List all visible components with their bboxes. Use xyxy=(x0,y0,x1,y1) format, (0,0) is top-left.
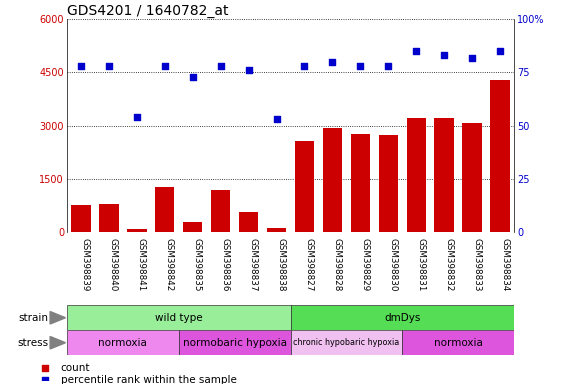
Bar xyxy=(403,330,514,355)
Text: GSM398842: GSM398842 xyxy=(164,238,174,291)
Bar xyxy=(350,134,370,232)
Bar xyxy=(211,190,231,232)
Bar xyxy=(267,228,286,232)
Bar xyxy=(67,330,179,355)
Bar xyxy=(322,127,342,232)
Point xyxy=(132,114,141,120)
Text: GSM398839: GSM398839 xyxy=(81,238,90,291)
Point xyxy=(356,63,365,69)
Bar xyxy=(290,305,514,330)
Text: normoxia: normoxia xyxy=(434,338,483,348)
Bar xyxy=(127,229,146,232)
Bar xyxy=(183,222,202,232)
Text: GSM398832: GSM398832 xyxy=(444,238,453,291)
Text: GSM398836: GSM398836 xyxy=(221,238,229,291)
Point xyxy=(244,67,253,73)
Bar xyxy=(71,205,91,232)
Text: GSM398831: GSM398831 xyxy=(417,238,425,291)
Bar xyxy=(99,204,119,232)
Text: GSM398827: GSM398827 xyxy=(304,238,314,291)
Bar xyxy=(435,118,454,232)
Bar xyxy=(379,135,398,232)
Text: GSM398841: GSM398841 xyxy=(137,238,146,291)
Polygon shape xyxy=(50,311,66,324)
Bar xyxy=(490,80,510,232)
Point xyxy=(383,63,393,69)
Text: normoxia: normoxia xyxy=(98,338,147,348)
Text: normobaric hypoxia: normobaric hypoxia xyxy=(182,338,286,348)
Point xyxy=(496,48,505,54)
Text: GSM398838: GSM398838 xyxy=(277,238,285,291)
Text: GSM398830: GSM398830 xyxy=(388,238,397,291)
Point xyxy=(440,52,449,58)
Text: GSM398833: GSM398833 xyxy=(472,238,481,291)
Point xyxy=(300,63,309,69)
Point xyxy=(412,48,421,54)
Bar xyxy=(239,212,259,232)
Point xyxy=(160,63,169,69)
Bar xyxy=(462,123,482,232)
Text: strain: strain xyxy=(18,313,48,323)
Point xyxy=(328,59,337,65)
Point xyxy=(480,365,490,371)
Bar xyxy=(179,330,290,355)
Point xyxy=(216,63,225,69)
Text: wild type: wild type xyxy=(155,313,202,323)
Text: GSM398829: GSM398829 xyxy=(360,238,370,291)
Text: GSM398834: GSM398834 xyxy=(500,238,509,291)
Text: chronic hypobaric hypoxia: chronic hypobaric hypoxia xyxy=(293,338,400,347)
Text: count: count xyxy=(60,362,90,373)
Text: GSM398835: GSM398835 xyxy=(193,238,202,291)
Point xyxy=(76,63,85,69)
Point xyxy=(468,55,477,61)
Text: GSM398837: GSM398837 xyxy=(249,238,257,291)
Bar xyxy=(407,118,426,232)
Point xyxy=(272,116,281,122)
Text: GSM398840: GSM398840 xyxy=(109,238,118,291)
Text: GDS4201 / 1640782_at: GDS4201 / 1640782_at xyxy=(67,4,228,18)
Point xyxy=(480,251,490,257)
Text: dmDys: dmDys xyxy=(384,313,421,323)
Text: percentile rank within the sample: percentile rank within the sample xyxy=(60,375,236,384)
Point xyxy=(188,74,198,80)
Bar xyxy=(67,305,290,330)
Bar xyxy=(155,187,174,232)
Polygon shape xyxy=(50,336,66,349)
Bar xyxy=(290,330,403,355)
Point xyxy=(104,63,113,69)
Bar xyxy=(295,141,314,232)
Text: GSM398828: GSM398828 xyxy=(332,238,342,291)
Text: stress: stress xyxy=(17,338,48,348)
